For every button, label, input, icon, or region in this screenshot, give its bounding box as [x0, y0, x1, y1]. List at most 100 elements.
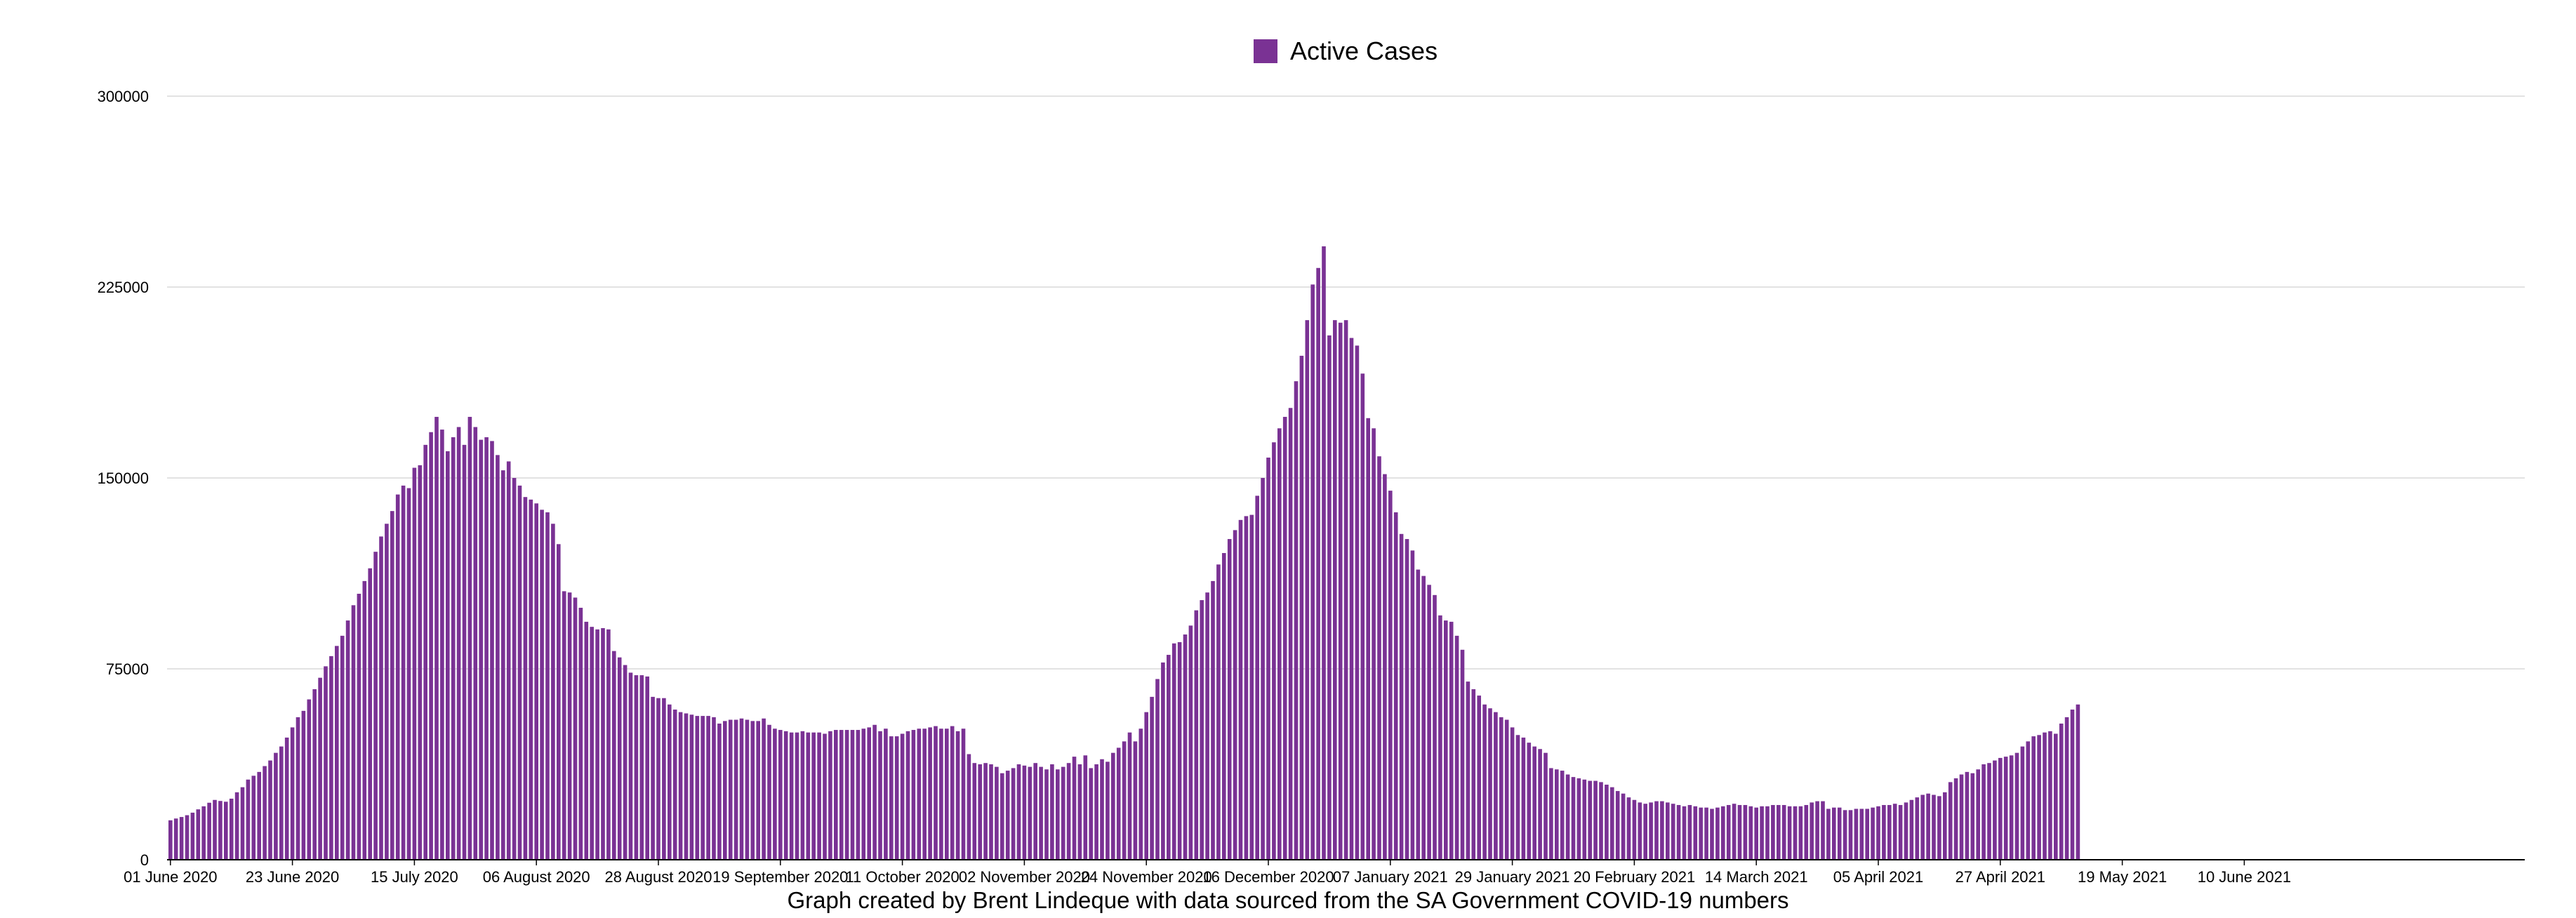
bar [1549, 768, 1553, 860]
bar [739, 718, 744, 860]
bar [894, 736, 899, 860]
bar [1205, 592, 1209, 860]
bar [440, 430, 444, 860]
bar [1028, 766, 1033, 860]
bar [1510, 727, 1515, 860]
bar [240, 787, 245, 860]
bar [1133, 741, 1138, 860]
bar [983, 763, 988, 860]
bar [479, 439, 483, 860]
bar [551, 524, 555, 860]
bar [1555, 769, 1559, 860]
bar [1943, 792, 1947, 860]
bar [201, 806, 206, 860]
bar [595, 629, 599, 860]
bar [251, 776, 256, 860]
bar [1216, 564, 1221, 860]
bar [1454, 635, 1459, 860]
y-tick-label: 225000 [98, 279, 149, 296]
bar [179, 817, 184, 860]
bar [662, 698, 666, 860]
bar [1582, 779, 1587, 860]
bar [1576, 778, 1581, 860]
bar [1854, 809, 1859, 860]
bar [1993, 760, 1997, 860]
bar [1033, 763, 1037, 860]
bar [1693, 806, 1698, 860]
bar [628, 672, 633, 860]
bar [1671, 804, 1675, 860]
bar [467, 416, 472, 860]
bar [1177, 641, 1182, 860]
bar [1277, 428, 1282, 860]
bar [1222, 552, 1226, 860]
bar [1643, 804, 1647, 860]
bar [224, 801, 228, 860]
bar [639, 675, 644, 860]
bar [1000, 773, 1004, 860]
bar [1383, 474, 1387, 860]
bar [783, 731, 788, 860]
bar [668, 704, 672, 860]
bar [945, 729, 949, 860]
bar [1726, 805, 1731, 860]
bar [1615, 791, 1620, 860]
bar [1715, 807, 1720, 860]
bar [1449, 621, 1454, 860]
legend: Active Cases [1254, 36, 1438, 66]
x-tick-label: 19 May 2021 [2078, 868, 2167, 886]
bar [529, 499, 533, 860]
bar [1305, 320, 1310, 860]
bar [1543, 752, 1548, 860]
bar [329, 656, 333, 860]
bar [540, 510, 544, 860]
bar [190, 812, 195, 860]
bar [1433, 594, 1437, 860]
x-tick-label: 05 April 2021 [1833, 868, 1923, 886]
bar [1654, 801, 1659, 860]
bar [762, 718, 766, 860]
bar [1754, 807, 1758, 860]
bar [623, 665, 628, 860]
bar [1083, 755, 1088, 860]
bar [828, 731, 832, 860]
bar [2043, 732, 2047, 860]
bar [1316, 267, 1320, 860]
bar [1798, 806, 1803, 860]
bar [1399, 533, 1404, 860]
bar [496, 455, 500, 860]
bar [296, 717, 300, 860]
bar [1499, 717, 1503, 860]
bar [1282, 416, 1287, 860]
bar [1953, 778, 1958, 860]
bar [756, 721, 760, 860]
bar [1227, 539, 1232, 860]
bar [1632, 799, 1637, 860]
bar [1100, 759, 1104, 860]
bar [2009, 755, 2014, 860]
bar [318, 677, 322, 860]
bar [1410, 550, 1415, 860]
bar [1089, 768, 1093, 860]
bar [750, 721, 755, 860]
bar [823, 733, 827, 860]
bar [312, 689, 317, 860]
bar [800, 731, 805, 860]
bar [1200, 600, 1204, 860]
bar [884, 729, 888, 860]
bar [1998, 757, 2003, 860]
bar [1882, 805, 1886, 860]
bar [1504, 719, 1509, 860]
bar [584, 621, 589, 860]
bar [1155, 679, 1160, 860]
bar [778, 730, 783, 860]
bar [701, 716, 705, 860]
bar [1188, 625, 1193, 860]
bar [1444, 620, 1448, 860]
bar [1388, 491, 1393, 860]
bar [1560, 771, 1565, 860]
bar [290, 727, 295, 860]
bar [1056, 769, 1060, 860]
bar [1605, 785, 1609, 860]
